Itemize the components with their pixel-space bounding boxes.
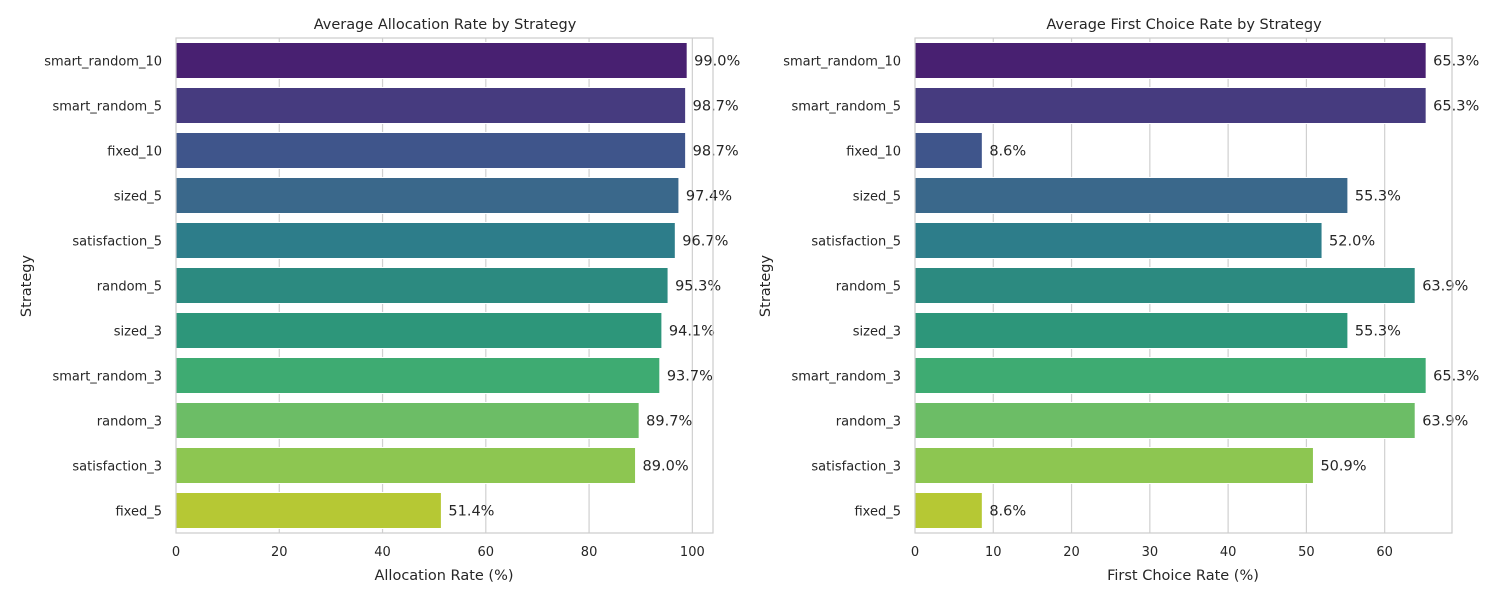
data-label: 63.9% [1422, 414, 1468, 430]
y-tick-label: satisfaction_5 [811, 235, 901, 250]
x-tick-label: 80 [581, 545, 598, 560]
data-label: 63.9% [1422, 279, 1468, 295]
data-label: 89.7% [646, 414, 692, 430]
bar [914, 492, 983, 529]
data-label: 8.6% [989, 504, 1026, 520]
x-tick-label: 0 [172, 545, 180, 560]
y-tick-label: smart_random_10 [44, 55, 162, 70]
x-tick-label: 40 [1220, 545, 1237, 560]
y-tick-label: sized_3 [853, 325, 901, 340]
x-tick-label: 50 [1298, 545, 1315, 560]
allocation-rate-chart: Average Allocation Rate by Strategy 99.0… [19, 17, 740, 584]
y-tick-label: smart_random_3 [52, 370, 162, 385]
y-tick-label: random_5 [836, 280, 901, 295]
bar [175, 132, 687, 169]
data-label: 99.0% [694, 54, 740, 70]
bar [175, 492, 442, 529]
x-tick-label: 10 [985, 545, 1002, 560]
bar [175, 312, 663, 349]
bar [175, 177, 680, 214]
x-tick-label: 40 [374, 545, 391, 560]
y-tick-label: fixed_10 [107, 145, 162, 160]
bar [175, 267, 669, 304]
y-tick-label: satisfaction_5 [72, 235, 162, 250]
data-label: 89.0% [643, 459, 689, 475]
bar [914, 267, 1416, 304]
chart-title: Average Allocation Rate by Strategy [314, 17, 577, 33]
data-label: 93.7% [667, 369, 713, 385]
bar [175, 402, 640, 439]
x-tick-label: 60 [1376, 545, 1393, 560]
bar [914, 357, 1427, 394]
y-tick-labels: smart_random_10 smart_random_5 fixed_10siz… [44, 55, 162, 520]
bar [175, 42, 688, 79]
y-tick-label: smart_random_5 [791, 100, 901, 115]
chart-title: Average First Choice Rate by Strategy [1046, 17, 1322, 33]
y-tick-label: random_3 [836, 415, 901, 430]
bar [175, 357, 661, 394]
data-label: 95.3% [675, 279, 721, 295]
x-axis-label: First Choice Rate (%) [1107, 568, 1259, 584]
data-label: 52.0% [1329, 234, 1375, 250]
y-tick-label: smart_random_5 [52, 100, 162, 115]
data-labels: 99.0% 98.7% 98.7% 97.4% 96.7% 95.3% 94.1% 93.7%… [448, 54, 740, 520]
y-tick-label: fixed_5 [115, 505, 162, 520]
bar [914, 87, 1427, 124]
bar [175, 447, 637, 484]
data-labels: 65.3% 65.3% 8.6% 55.3% 52.0% 63.9% 55.3% 65.3% 6… [989, 54, 1479, 520]
data-label: 65.3% [1433, 369, 1479, 385]
y-tick-label: fixed_10 [846, 145, 901, 160]
y-tick-label: satisfaction_3 [72, 460, 162, 475]
data-label: 55.3% [1355, 324, 1401, 340]
plot-frame [914, 37, 1453, 534]
x-tick-label: 20 [1063, 545, 1080, 560]
data-label: 50.9% [1320, 459, 1366, 475]
x-tick-label: 30 [1142, 545, 1159, 560]
y-tick-labels: smart_random_10 smart_random_5 fixed_10siz… [783, 55, 901, 520]
data-label: 51.4% [448, 504, 494, 520]
x-tick-label: 60 [478, 545, 495, 560]
x-tick-labels: 0 20 40 60 80 100 [172, 545, 705, 560]
bar [914, 132, 983, 169]
x-axis-label: Allocation Rate (%) [374, 568, 513, 584]
data-label: 98.7% [693, 99, 739, 115]
data-label: 65.3% [1433, 99, 1479, 115]
x-tick-label: 20 [271, 545, 288, 560]
y-tick-label: random_5 [97, 280, 162, 295]
x-tick-label: 0 [911, 545, 919, 560]
bar [914, 312, 1349, 349]
data-label: 96.7% [682, 234, 728, 250]
x-tick-label: 100 [680, 545, 705, 560]
data-label: 55.3% [1355, 189, 1401, 205]
y-tick-label: satisfaction_3 [811, 460, 901, 475]
data-label: 98.7% [693, 144, 739, 160]
bar [914, 222, 1323, 259]
bar [914, 447, 1314, 484]
y-tick-label: sized_5 [853, 190, 901, 205]
data-label: 65.3% [1433, 54, 1479, 70]
y-tick-label: smart_random_10 [783, 55, 901, 70]
x-tick-labels: 0 10 20 30 40 50 60 [911, 545, 1393, 560]
bar [914, 402, 1416, 439]
data-label: 97.4% [686, 189, 732, 205]
y-axis-label: Strategy [758, 255, 774, 318]
y-tick-label: random_3 [97, 415, 162, 430]
first-choice-rate-chart: Average First Choice Rate by Strategy 65… [758, 17, 1479, 584]
y-tick-label: sized_5 [114, 190, 162, 205]
y-tick-label: sized_3 [114, 325, 162, 340]
bar [175, 222, 676, 259]
data-label: 8.6% [989, 144, 1026, 160]
bars [175, 42, 688, 529]
y-tick-label: smart_random_3 [791, 370, 901, 385]
plot-frame [175, 37, 714, 534]
bar [914, 177, 1349, 214]
y-tick-label: fixed_5 [854, 505, 901, 520]
data-label: 94.1% [669, 324, 715, 340]
y-axis-label: Strategy [19, 255, 35, 318]
bar [175, 87, 687, 124]
bar [914, 42, 1427, 79]
